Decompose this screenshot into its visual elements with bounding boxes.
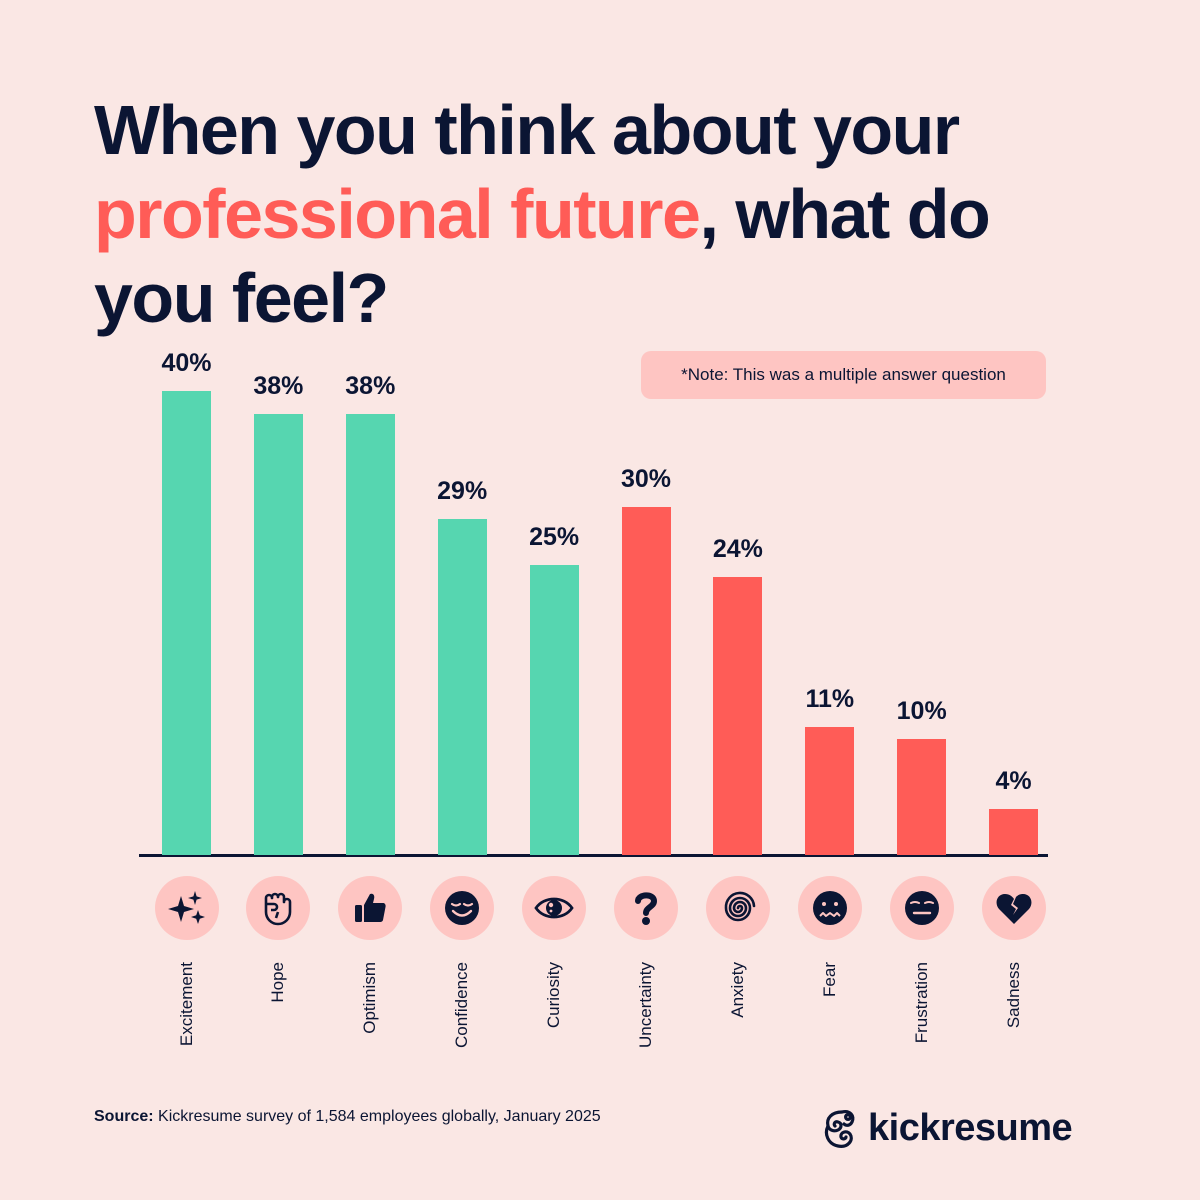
bar-uncertainty [621, 507, 671, 855]
bar-fear [805, 727, 855, 855]
bar-hope [253, 414, 303, 855]
question-mark-icon [614, 876, 678, 940]
category-label: Sadness [1003, 962, 1023, 1029]
eye-icon [522, 876, 587, 940]
page-title: When you think about your professional f… [94, 88, 1114, 340]
thumbs-up-icon [338, 876, 403, 940]
bar-anxiety [713, 576, 763, 855]
value-label: 29% [437, 476, 488, 505]
title-accent: professional future [94, 175, 701, 253]
brand-name: kickresume [868, 1106, 1073, 1149]
relieved-face-icon [430, 876, 495, 940]
x-axis-line [139, 854, 1048, 857]
value-label: 40% [161, 349, 212, 377]
brand-logo: kickresume [820, 1106, 1073, 1150]
category-label: Fear [819, 962, 839, 997]
category-label: Uncertainty [636, 962, 655, 1048]
bar-curiosity [529, 565, 579, 855]
value-label: 38% [253, 372, 304, 401]
spiral-icon [705, 876, 770, 940]
value-label: 10% [896, 697, 947, 725]
value-label: 11% [805, 685, 855, 714]
value-label: 30% [620, 465, 672, 493]
source-note: Source: Kickresume survey of 1,584 emplo… [94, 1108, 601, 1126]
bar-optimism [345, 414, 395, 855]
value-label: 4% [995, 766, 1032, 795]
value-label: 24% [712, 534, 763, 563]
fearful-face-icon [797, 876, 862, 940]
source-text: Kickresume survey of 1,584 employees glo… [153, 1108, 601, 1125]
category-label: Excitement [176, 962, 196, 1047]
title-part1: When you think about your [94, 91, 960, 169]
bar-confidence [437, 518, 487, 855]
category-label: Hope [268, 962, 288, 1003]
category-label: Anxiety [727, 962, 747, 1018]
bar-sadness [989, 808, 1039, 855]
category-label: Curiosity [544, 962, 564, 1029]
source-label: Source: [94, 1108, 154, 1125]
raised-fist-icon [246, 876, 311, 940]
value-label: 25% [529, 523, 580, 551]
bar-excitement [162, 391, 211, 855]
category-label: Confidence [452, 962, 472, 1049]
category-label: Optimism [360, 962, 380, 1034]
chameleon-logo-icon [824, 1110, 855, 1148]
note-badge: *Note: This was a multiple answer questi… [641, 351, 1046, 399]
value-label: 38% [345, 372, 396, 401]
bar-frustration [897, 739, 947, 855]
title-part2: , what do you feel? [94, 175, 991, 337]
expressionless-face-icon [889, 876, 954, 940]
broken-heart-icon [981, 876, 1046, 940]
sparkles-icon [154, 876, 219, 940]
category-label: Frustration [911, 962, 931, 1044]
